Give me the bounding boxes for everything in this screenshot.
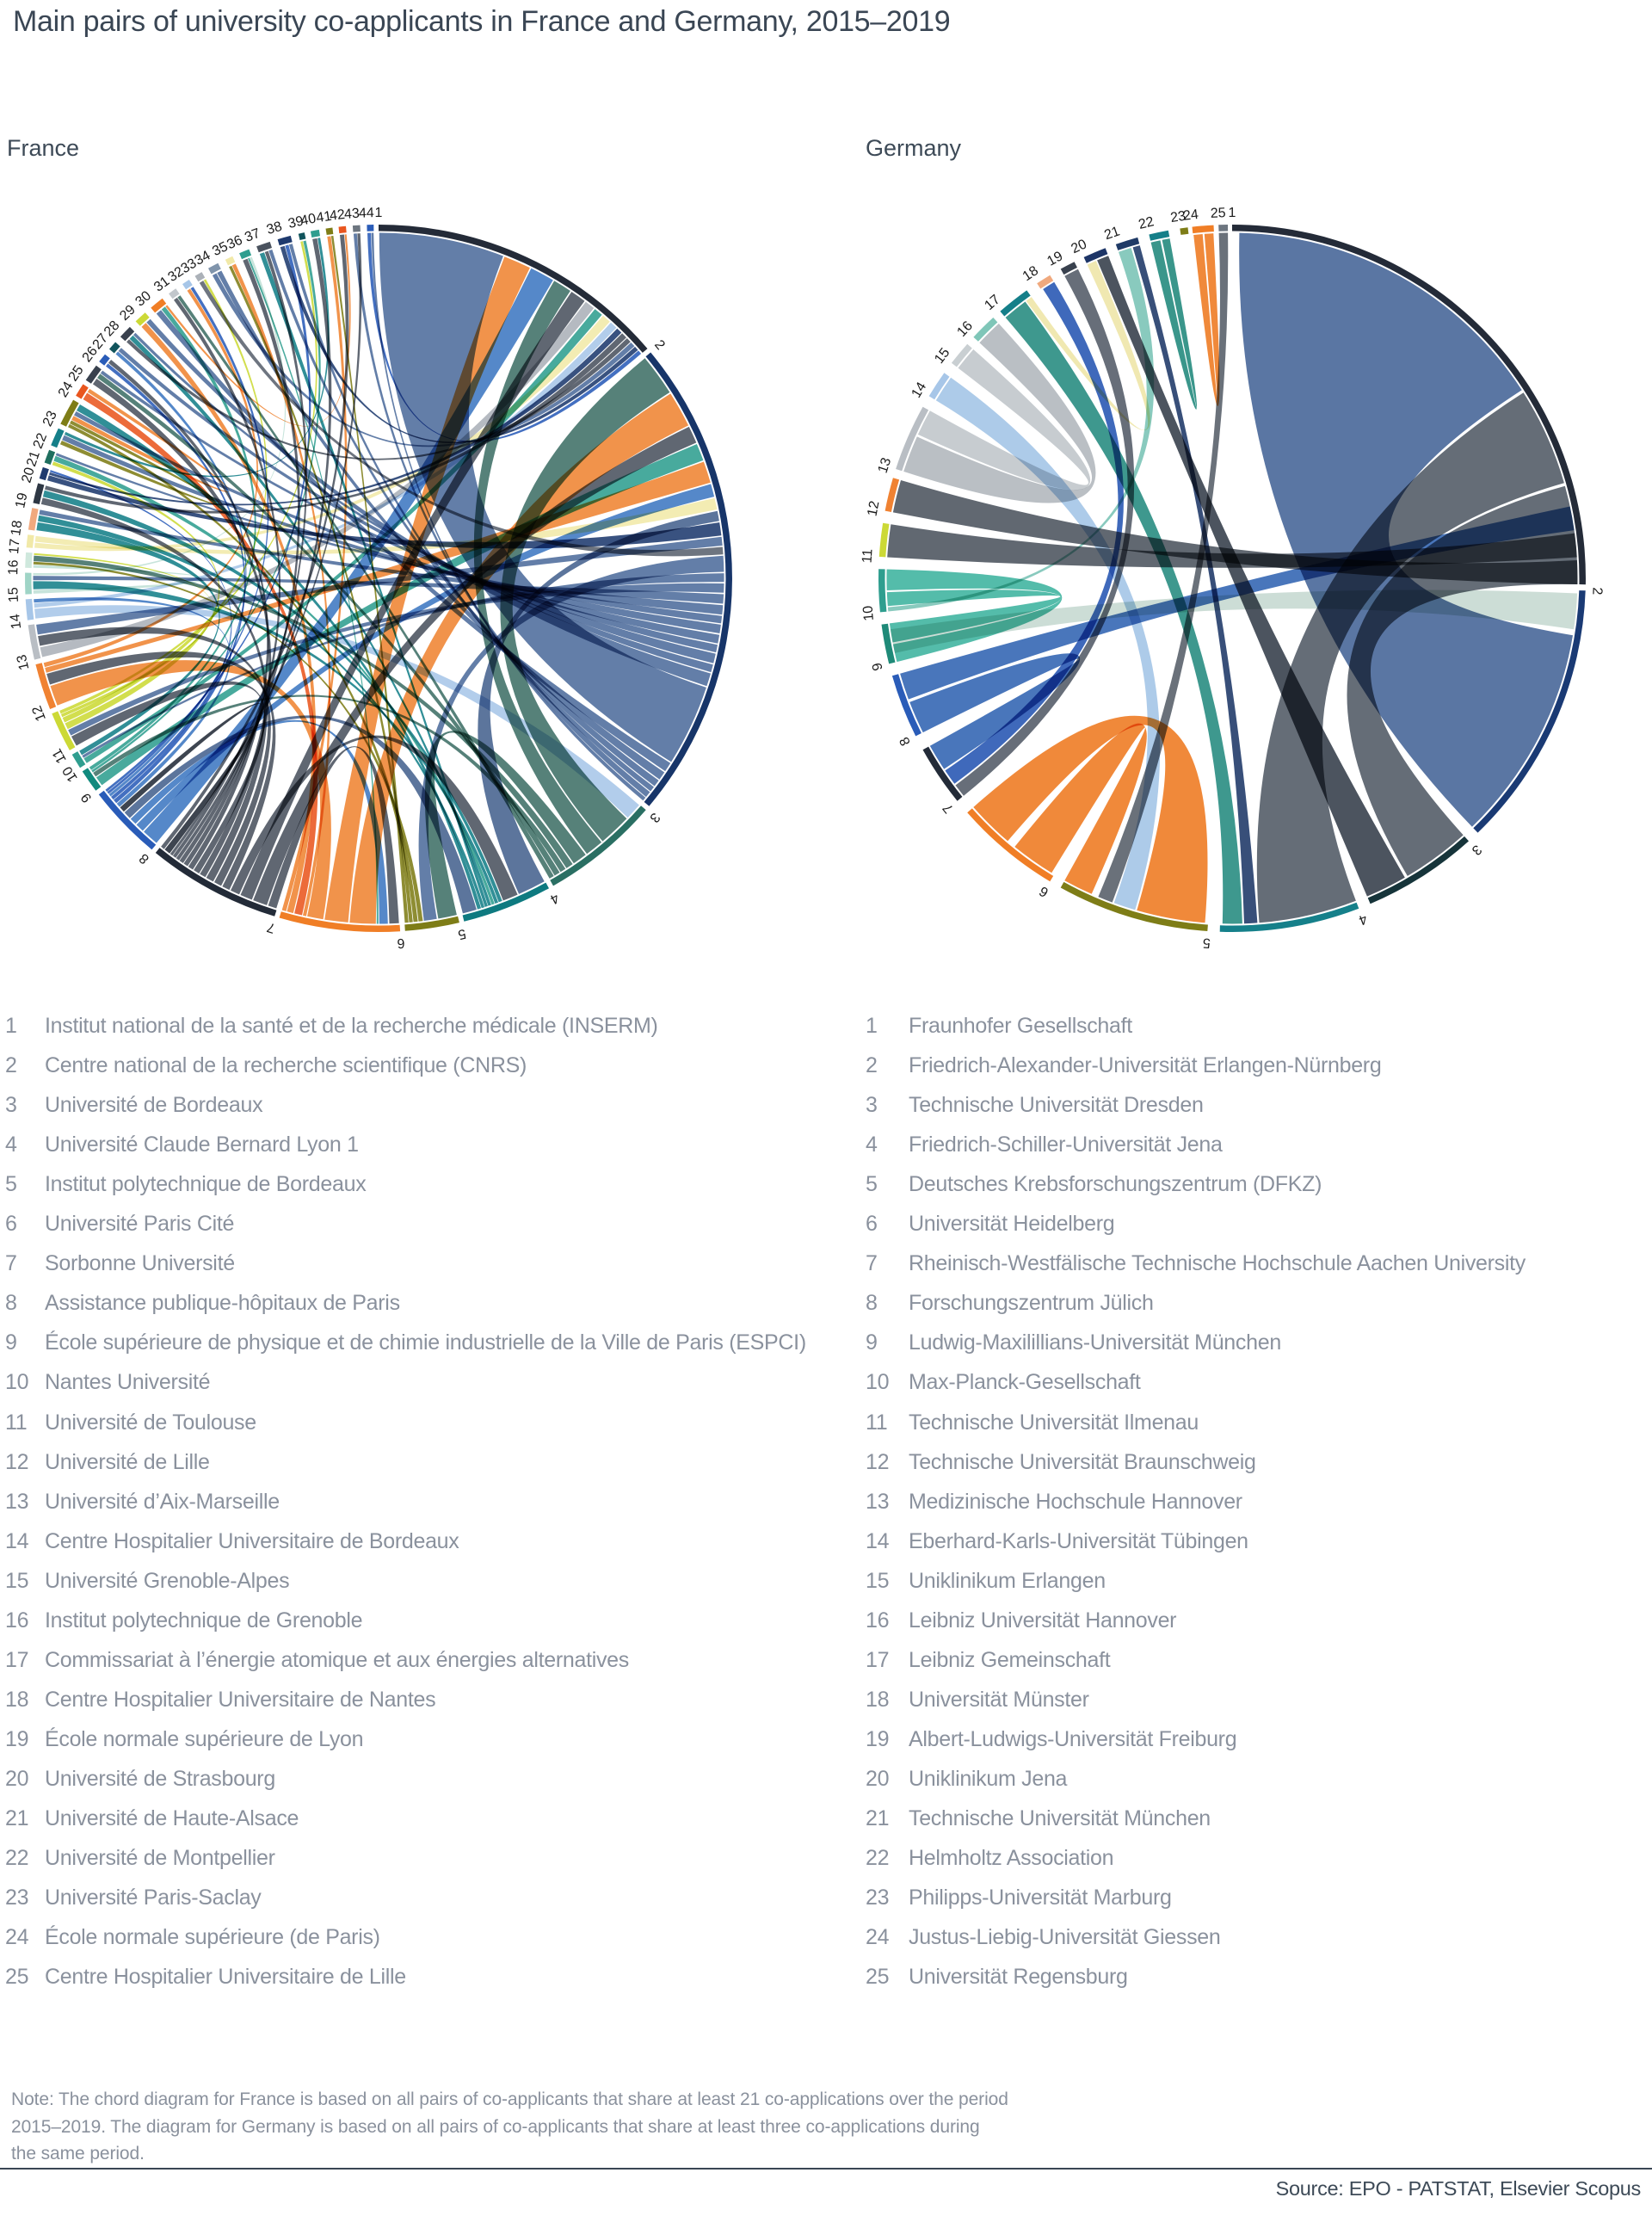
svg-text:9: 9: [870, 661, 886, 672]
svg-text:21: 21: [1102, 224, 1121, 243]
svg-text:36: 36: [225, 233, 244, 253]
svg-text:2: 2: [1589, 587, 1604, 596]
svg-text:4: 4: [1357, 911, 1370, 928]
svg-text:20: 20: [19, 466, 37, 485]
svg-text:4: 4: [547, 890, 561, 906]
svg-text:22: 22: [1137, 214, 1156, 232]
svg-text:24: 24: [1182, 207, 1199, 224]
svg-text:1: 1: [1229, 206, 1236, 220]
svg-text:16: 16: [954, 318, 976, 340]
svg-text:7: 7: [940, 800, 957, 816]
svg-text:42: 42: [329, 207, 346, 224]
svg-text:6: 6: [397, 935, 405, 951]
svg-text:15: 15: [932, 345, 952, 367]
svg-text:1: 1: [375, 206, 383, 220]
svg-text:14: 14: [8, 613, 24, 630]
svg-text:11: 11: [860, 548, 876, 564]
svg-text:44: 44: [359, 206, 374, 221]
svg-text:17: 17: [982, 292, 1003, 313]
svg-text:11: 11: [50, 746, 70, 766]
svg-text:39: 39: [287, 213, 305, 231]
svg-text:33: 33: [179, 256, 200, 277]
svg-text:21: 21: [24, 449, 43, 468]
svg-text:6: 6: [1037, 883, 1051, 899]
svg-text:10: 10: [60, 763, 81, 784]
svg-text:18: 18: [9, 520, 25, 537]
svg-text:8: 8: [137, 850, 152, 867]
svg-text:23: 23: [40, 409, 60, 429]
svg-text:12: 12: [30, 703, 49, 723]
svg-text:23: 23: [1169, 209, 1187, 225]
svg-text:37: 37: [243, 226, 262, 245]
svg-text:25: 25: [1210, 206, 1226, 221]
svg-text:5: 5: [1202, 935, 1211, 950]
svg-text:22: 22: [31, 431, 50, 451]
svg-text:5: 5: [456, 926, 467, 942]
svg-text:43: 43: [343, 207, 360, 222]
svg-text:3: 3: [1469, 842, 1484, 858]
svg-text:2: 2: [651, 337, 668, 353]
svg-text:30: 30: [133, 288, 154, 310]
svg-text:8: 8: [897, 734, 914, 748]
svg-text:41: 41: [315, 209, 332, 226]
svg-text:9: 9: [78, 790, 95, 805]
svg-text:10: 10: [860, 605, 877, 621]
svg-text:24: 24: [56, 380, 77, 400]
svg-text:38: 38: [265, 219, 284, 238]
svg-text:20: 20: [1069, 237, 1088, 256]
svg-text:3: 3: [646, 810, 663, 825]
svg-text:15: 15: [6, 587, 22, 603]
svg-text:29: 29: [117, 302, 139, 324]
svg-text:25: 25: [66, 363, 87, 384]
svg-text:19: 19: [13, 491, 30, 509]
svg-text:35: 35: [210, 239, 231, 259]
svg-text:13: 13: [876, 456, 895, 475]
svg-text:12: 12: [865, 500, 882, 518]
svg-text:13: 13: [15, 653, 33, 671]
svg-text:17: 17: [7, 538, 23, 554]
svg-text:18: 18: [1020, 263, 1041, 284]
svg-text:7: 7: [265, 919, 277, 935]
svg-text:34: 34: [193, 248, 213, 268]
svg-text:14: 14: [909, 380, 929, 400]
svg-text:40: 40: [299, 212, 317, 229]
svg-text:19: 19: [1045, 249, 1065, 269]
svg-text:16: 16: [6, 559, 22, 575]
